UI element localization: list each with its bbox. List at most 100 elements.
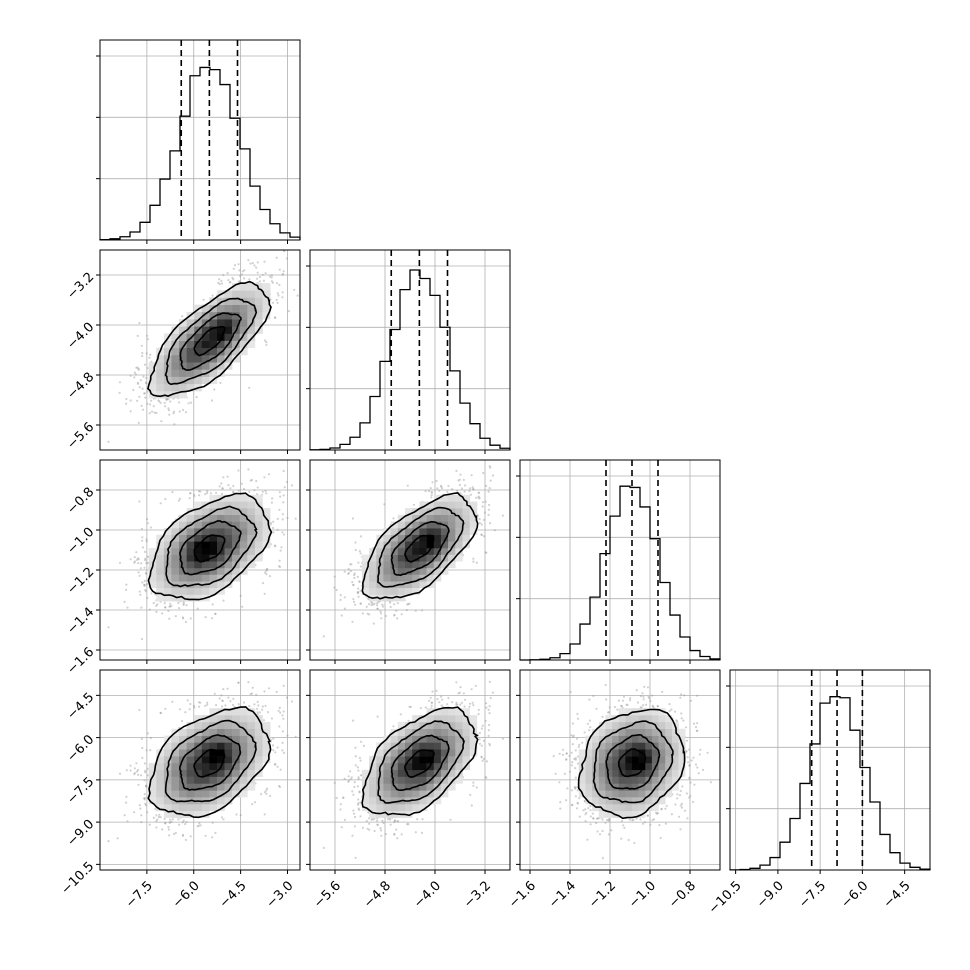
density-cell bbox=[658, 783, 666, 791]
scatter-point bbox=[438, 489, 441, 492]
density-cell bbox=[412, 763, 420, 771]
density-cell bbox=[217, 776, 225, 784]
density-cell bbox=[440, 776, 449, 784]
density-cell bbox=[412, 541, 420, 549]
scatter-point bbox=[359, 801, 362, 804]
density-cell bbox=[612, 735, 619, 743]
scatter-point bbox=[172, 832, 176, 836]
density-cell bbox=[163, 587, 172, 595]
scatter-point bbox=[137, 562, 140, 565]
scatter-point bbox=[199, 701, 202, 704]
density-cell bbox=[239, 776, 248, 784]
scatter-point bbox=[491, 691, 494, 694]
scatter-point bbox=[261, 490, 264, 493]
scatter-point bbox=[441, 698, 444, 701]
scatter-point bbox=[140, 527, 143, 530]
density-cell bbox=[247, 333, 256, 341]
density-cell bbox=[171, 594, 180, 602]
density-cell bbox=[405, 735, 413, 743]
density-cell bbox=[390, 521, 399, 529]
scatter-point bbox=[365, 605, 368, 608]
density-cell bbox=[194, 369, 203, 377]
scatter-point bbox=[565, 799, 568, 802]
density-cell bbox=[638, 721, 646, 729]
scatter-point bbox=[387, 817, 390, 821]
scatter-point bbox=[368, 613, 371, 616]
density-cell bbox=[405, 763, 413, 771]
density-cell bbox=[632, 804, 639, 812]
scatter-point bbox=[617, 699, 621, 702]
scatter-point bbox=[595, 822, 598, 825]
density-cell bbox=[433, 797, 442, 805]
scatter-point bbox=[342, 796, 345, 799]
density-cell bbox=[433, 548, 442, 555]
scatter-point bbox=[679, 828, 682, 831]
density-cell bbox=[194, 355, 203, 363]
density-cell bbox=[405, 528, 413, 535]
density-cell bbox=[239, 749, 248, 757]
density-cell bbox=[163, 528, 172, 535]
density-cell bbox=[232, 548, 240, 555]
density-cell bbox=[397, 541, 406, 549]
density-cell bbox=[171, 756, 180, 764]
density-cell bbox=[405, 776, 413, 784]
density-cell bbox=[405, 567, 413, 575]
scatter-point bbox=[107, 840, 110, 843]
y-tick-label: −0.8 bbox=[64, 485, 97, 518]
y-tick-label: −7.5 bbox=[64, 775, 97, 808]
density-cell bbox=[605, 735, 613, 743]
density-cell bbox=[209, 548, 218, 555]
scatter-point bbox=[367, 597, 370, 601]
scatter-point bbox=[376, 607, 379, 610]
scatter-point bbox=[184, 823, 187, 826]
scatter-point bbox=[353, 785, 356, 789]
x-tick-label: −4.0 bbox=[411, 878, 444, 911]
scatter-point bbox=[251, 803, 254, 806]
scatter-point bbox=[488, 723, 491, 727]
scatter-point bbox=[211, 603, 214, 606]
density-cell bbox=[433, 776, 442, 784]
density-cell bbox=[578, 783, 586, 791]
scatter-point bbox=[168, 617, 171, 620]
scatter-point bbox=[570, 751, 573, 754]
scatter-point bbox=[133, 561, 136, 564]
scatter-point bbox=[357, 777, 360, 780]
density-cell bbox=[171, 333, 180, 341]
density-cell bbox=[179, 548, 187, 555]
density-cell bbox=[239, 283, 248, 291]
density-cell bbox=[217, 541, 225, 549]
scatter-point bbox=[249, 262, 252, 265]
density-cell bbox=[671, 735, 679, 743]
scatter-point bbox=[706, 751, 709, 754]
density-cell bbox=[455, 548, 463, 555]
scatter-point bbox=[232, 697, 235, 700]
density-cell bbox=[232, 333, 240, 341]
x-tick-label: −6.0 bbox=[839, 878, 872, 911]
density-cell bbox=[194, 311, 203, 320]
scatter-point bbox=[268, 794, 272, 798]
density-cell bbox=[179, 749, 187, 757]
density-cell bbox=[179, 769, 187, 777]
scatter-point bbox=[282, 494, 285, 497]
scatter-point bbox=[576, 712, 579, 716]
density-cell bbox=[217, 735, 225, 743]
density-cell bbox=[419, 735, 427, 743]
scatter-point bbox=[160, 420, 163, 423]
scatter-point bbox=[471, 701, 474, 704]
density-cell bbox=[209, 735, 218, 743]
density-cell bbox=[194, 567, 203, 575]
scatter-point bbox=[470, 804, 473, 807]
scatter-point bbox=[640, 706, 643, 709]
density-cell bbox=[232, 347, 240, 356]
density-cell bbox=[201, 326, 210, 334]
scatter-point bbox=[306, 295, 308, 297]
scatter-point bbox=[688, 764, 691, 767]
scatter-point bbox=[242, 701, 246, 704]
density-cell bbox=[419, 776, 427, 784]
scatter-point bbox=[141, 408, 145, 411]
scatter-point bbox=[405, 609, 408, 612]
scatter-point bbox=[164, 606, 167, 609]
scatter-point bbox=[356, 575, 359, 579]
density-cell bbox=[201, 376, 210, 385]
density-cell bbox=[239, 728, 248, 736]
